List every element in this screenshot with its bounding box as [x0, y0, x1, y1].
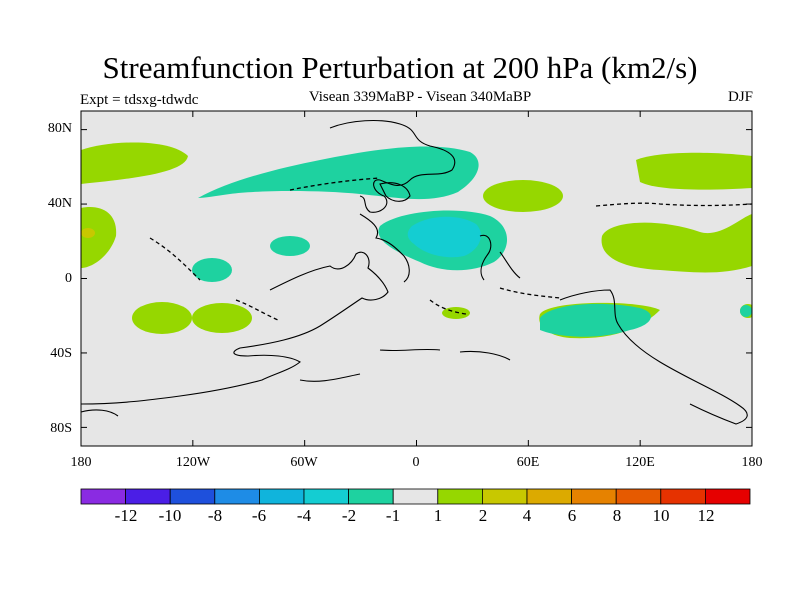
contour-positive-south-atlantic [442, 307, 470, 319]
colorbar-label: -12 [114, 506, 138, 525]
contour-positive-pacific-b [192, 303, 252, 333]
contour-negative-south-east [540, 303, 651, 337]
subtitle: Visean 339MaBP - Visean 340MaBP [308, 89, 532, 105]
coastline-east-islands [479, 234, 521, 281]
colorbar-label: -2 [341, 506, 357, 525]
dashed-boundary-west [149, 237, 201, 281]
colorbar-swatch [615, 488, 662, 505]
colorbar-swatch [705, 488, 751, 505]
coastline-south-east-continent [559, 289, 748, 425]
colorbar-label: 8 [612, 506, 622, 525]
x-axis-label-180w: 180 [70, 455, 92, 470]
contour-positive-east-mid [601, 214, 752, 273]
chart-title: Streamfunction Perturbation at 200 hPa (… [102, 50, 698, 85]
colorbar-swatch [481, 488, 528, 505]
coastline-south-fragments [80, 348, 511, 417]
x-axis-label-0: 0 [412, 455, 420, 470]
dashed-boundaries [149, 177, 753, 321]
colorbar-swatch [169, 488, 216, 505]
coastlines [80, 120, 748, 425]
colorbar-swatch [80, 488, 126, 505]
contour-positive-yellow-spot [81, 228, 95, 238]
dashed-boundary-east [595, 202, 753, 207]
contour-fills [81, 142, 752, 339]
contour-positive-east-pacific-edge [81, 207, 117, 268]
dashed-boundary-islands [235, 299, 467, 321]
x-axis-label-60e: 60E [516, 455, 540, 470]
dashed-boundary-north [289, 177, 381, 191]
contour-negative-north-band [198, 146, 479, 200]
contour-negative-core [407, 216, 481, 258]
colorbar [80, 488, 751, 505]
contour-negative-mid-b [192, 258, 232, 282]
colorbar-label: 12 [697, 506, 715, 525]
colorbar-label: 6 [567, 506, 577, 525]
contour-negative-far-east [740, 305, 752, 317]
y-axis-label-80n: 80N [47, 121, 72, 136]
colorbar-swatch [392, 488, 439, 505]
coastline-greenland [379, 182, 411, 202]
y-axis-label-40n: 40N [47, 196, 72, 211]
colorbar-swatch [303, 488, 349, 505]
colorbar-label: 1 [433, 506, 443, 525]
contour-positive-north-pacific-west [81, 142, 188, 184]
colorbar-swatch [660, 488, 706, 505]
colorbar-label: 10 [652, 506, 670, 525]
coastline-central-west [359, 213, 410, 283]
colorbar-label: -10 [158, 506, 182, 525]
x-axis-label-60w: 60W [290, 455, 318, 470]
experiment-label: Expt = tdsxg-tdwdc [80, 92, 199, 108]
dashed-boundary-south [499, 287, 561, 299]
colorbar-swatch [125, 488, 171, 505]
x-axis-label-120w: 120W [175, 455, 211, 470]
colorbar-label: -6 [251, 506, 267, 525]
y-axis-label-equator: 0 [65, 271, 72, 286]
colorbar-swatch [214, 488, 260, 505]
x-axis-label-180e: 180 [741, 455, 763, 470]
colorbar-swatch [348, 488, 394, 505]
season-label: DJF [727, 89, 753, 105]
y-axis-label-80s: 80S [50, 421, 72, 436]
y-axis-label-40s: 40S [50, 346, 72, 361]
colorbar-swatch [258, 488, 305, 505]
colorbar-label: -4 [296, 506, 312, 525]
coastline-northern-continent [329, 120, 456, 213]
contour-positive-east-north [636, 152, 752, 190]
colorbar-swatch [526, 488, 572, 505]
axis-ticks [80, 111, 753, 446]
coastline-south-landmass [80, 251, 389, 405]
colorbar-swatch [571, 488, 617, 505]
colorbar-label: -1 [385, 506, 401, 525]
colorbar-swatch [437, 488, 483, 505]
contour-positive-central-north [483, 180, 563, 212]
colorbar-label: 2 [478, 506, 488, 525]
x-axis-label-120e: 120E [625, 455, 655, 470]
map-panel [80, 110, 753, 447]
contour-positive-pacific-a [132, 302, 192, 334]
colorbar-label: 4 [522, 506, 532, 525]
contour-negative-mid-a [270, 236, 310, 256]
colorbar-label: -8 [207, 506, 223, 525]
